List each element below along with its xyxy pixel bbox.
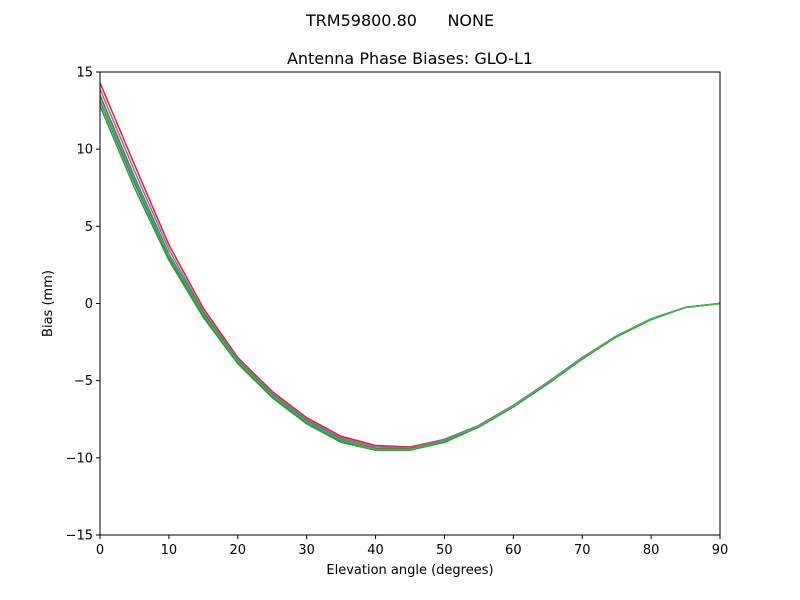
series-line-2 [99, 88, 721, 449]
x-tick-label: 90 [712, 543, 729, 558]
x-axis: 0 10 20 30 40 50 60 70 80 90 [96, 535, 728, 558]
y-tick-label: 5 [85, 220, 93, 235]
x-tick-label: 80 [643, 543, 660, 558]
x-tick-label: 60 [505, 543, 522, 558]
series-layer [99, 82, 721, 451]
y-axis: −15 −10 −5 0 5 10 15 [66, 66, 100, 544]
y-tick-label: −15 [66, 529, 93, 544]
y-tick-label: −10 [66, 451, 93, 466]
x-tick-label: 20 [230, 543, 247, 558]
y-tick-label: 0 [85, 297, 93, 312]
series-line-4 [99, 101, 721, 451]
y-tick-label: 15 [76, 66, 93, 81]
series-line-5 [99, 105, 721, 451]
x-tick-label: 70 [574, 543, 591, 558]
y-axis-label: Bias (mm) [41, 270, 56, 337]
x-tick-label: 50 [436, 543, 453, 558]
series-line-3 [99, 94, 721, 450]
chart-suptitle: TRM59800.80 NONE [305, 11, 494, 30]
series-line-1 [99, 82, 721, 448]
series-line-6 [99, 99, 721, 451]
x-tick-label: 40 [367, 543, 384, 558]
y-tick-label: 10 [76, 143, 93, 158]
x-tick-label: 30 [298, 543, 315, 558]
y-tick-label: −5 [74, 374, 93, 389]
plot-frame [99, 71, 721, 536]
x-axis-label: Elevation angle (degrees) [326, 563, 493, 578]
x-tick-label: 0 [96, 543, 104, 558]
chart-title: Antenna Phase Biases: GLO-L1 [287, 49, 533, 68]
x-tick-label: 10 [161, 543, 178, 558]
